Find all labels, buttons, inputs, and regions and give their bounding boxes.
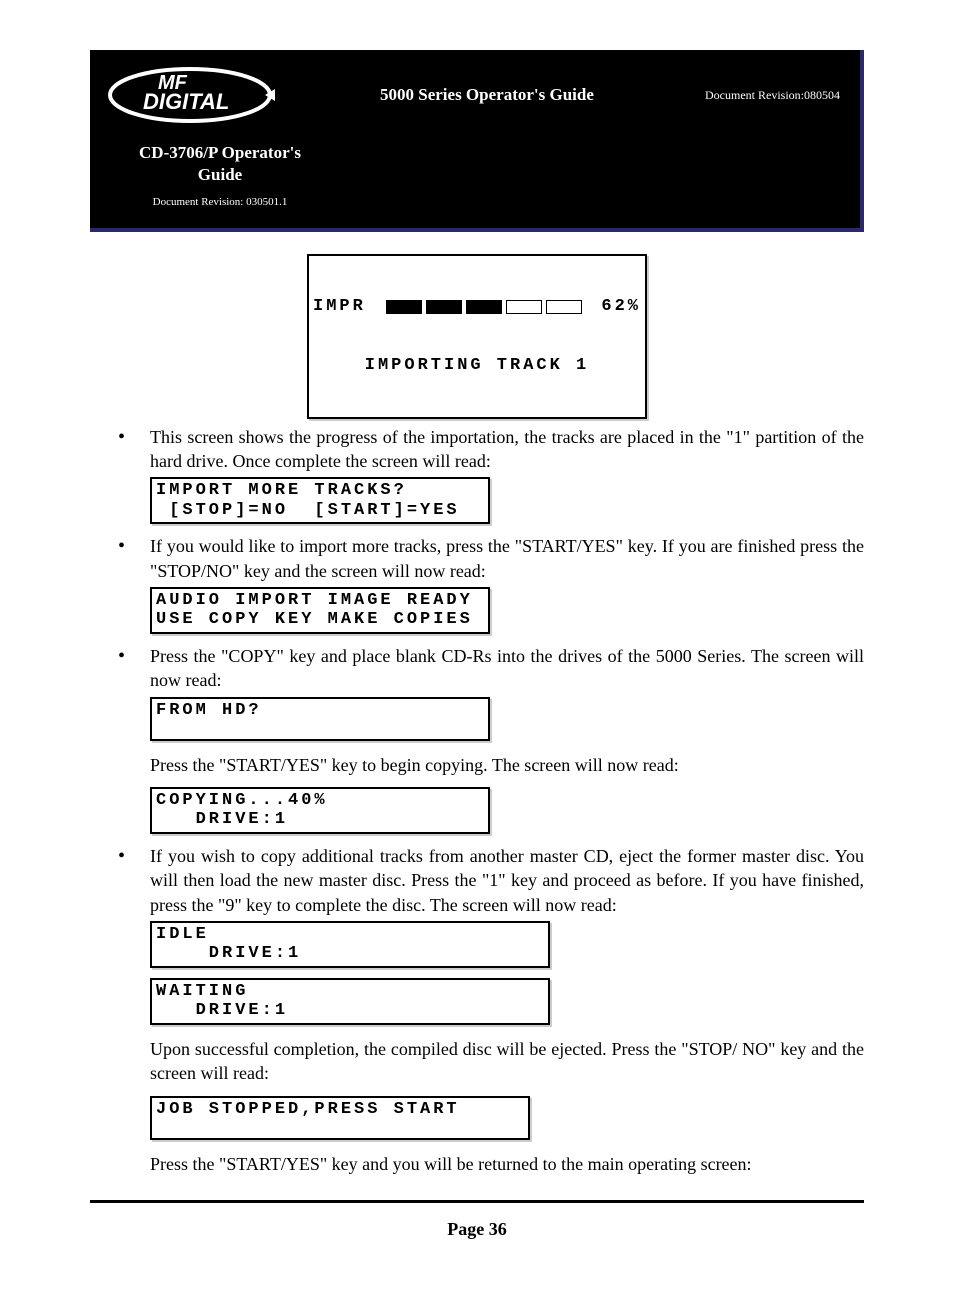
- sub-title: CD-3706/P Operator's Guide: [120, 142, 320, 186]
- body-para-1: Press the "START/YES" key to begin copyi…: [90, 753, 864, 777]
- header-title: 5000 Series Operator's Guide: [320, 85, 665, 105]
- body-para-2: Upon successful completion, the compiled…: [90, 1037, 864, 1086]
- lcd-import-more: IMPORT MORE TRACKS? [STOP]=NO [START]=YE…: [150, 477, 490, 524]
- lcd-line: DRIVE:1: [156, 944, 301, 963]
- list-item: If you would like to import more tracks,…: [90, 534, 864, 640]
- lcd-line: FROM HD?: [156, 701, 262, 720]
- page-footer: Page 36: [90, 1200, 864, 1240]
- progress-cell-filled: [466, 300, 502, 314]
- body-text-1: This screen shows the progress of the im…: [150, 427, 864, 471]
- body-text-3: Press the "COPY" key and place blank CD-…: [150, 646, 864, 690]
- page-content: IMPR 62% IMPORTING TRACK 1 This screen s…: [90, 250, 864, 1176]
- body-list: This screen shows the progress of the im…: [90, 425, 864, 747]
- logo-icon: MF DIGITAL: [105, 65, 275, 125]
- progress-cell-empty: [546, 300, 582, 314]
- lcd-line: WAITING: [156, 982, 248, 1001]
- lcd-impr-pct: 62%: [601, 297, 641, 317]
- progress-cell-filled: [426, 300, 462, 314]
- progress-cell-empty: [506, 300, 542, 314]
- lcd-progress-bar: [386, 300, 582, 314]
- document-header: MF DIGITAL 5000 Series Operator's Guide …: [90, 50, 864, 232]
- lcd-copying: COPYING...40% DRIVE:1: [150, 787, 490, 834]
- lcd-from-hd: FROM HD?: [150, 697, 490, 741]
- header-sub-block: CD-3706/P Operator's Guide Document Revi…: [100, 142, 840, 208]
- lcd-line: AUDIO IMPORT IMAGE READY: [156, 591, 473, 610]
- body-text-4: If you wish to copy additional tracks fr…: [150, 846, 864, 915]
- lcd-line: DRIVE:1: [156, 1001, 288, 1020]
- lcd-audio-ready: AUDIO IMPORT IMAGE READY USE COPY KEY MA…: [150, 587, 490, 634]
- lcd-waiting: WAITING DRIVE:1: [150, 978, 550, 1025]
- header-top-row: MF DIGITAL 5000 Series Operator's Guide …: [100, 60, 840, 130]
- lcd-line: [STOP]=NO [START]=YES: [156, 501, 460, 520]
- body-para-3: Press the "START/YES" key and you will b…: [90, 1152, 864, 1176]
- lcd-line: JOB STOPPED,PRESS START: [156, 1100, 460, 1119]
- lcd-impr-line2: IMPORTING TRACK 1: [313, 356, 641, 376]
- lcd-idle: IDLE DRIVE:1: [150, 921, 550, 968]
- lcd-line: COPYING...40%: [156, 791, 328, 810]
- body-text-2: If you would like to import more tracks,…: [150, 536, 864, 580]
- header-doc-revision: Document Revision:080504: [705, 88, 840, 103]
- mf-digital-logo: MF DIGITAL: [100, 60, 280, 130]
- lcd-job-stopped: JOB STOPPED,PRESS START: [150, 1096, 530, 1140]
- list-item: Press the "COPY" key and place blank CD-…: [90, 644, 864, 747]
- svg-text:DIGITAL: DIGITAL: [143, 89, 229, 114]
- lcd-import-progress: IMPR 62% IMPORTING TRACK 1: [307, 254, 647, 418]
- lcd-impr-label: IMPR: [313, 297, 366, 317]
- lcd-line: USE COPY KEY MAKE COPIES: [156, 610, 473, 629]
- page-number: Page 36: [447, 1219, 506, 1239]
- progress-cell-filled: [386, 300, 422, 314]
- lcd-line: DRIVE:1: [156, 810, 288, 829]
- body-list-2: If you wish to copy additional tracks fr…: [90, 844, 864, 1031]
- lcd-wrap-progress: IMPR 62% IMPORTING TRACK 1: [90, 250, 864, 424]
- list-item: If you wish to copy additional tracks fr…: [90, 844, 864, 1031]
- lcd-line: IMPORT MORE TRACKS?: [156, 481, 407, 500]
- lcd-line: IDLE: [156, 925, 209, 944]
- list-item: This screen shows the progress of the im…: [90, 425, 864, 531]
- sub-doc-revision: Document Revision: 030501.1: [120, 196, 320, 208]
